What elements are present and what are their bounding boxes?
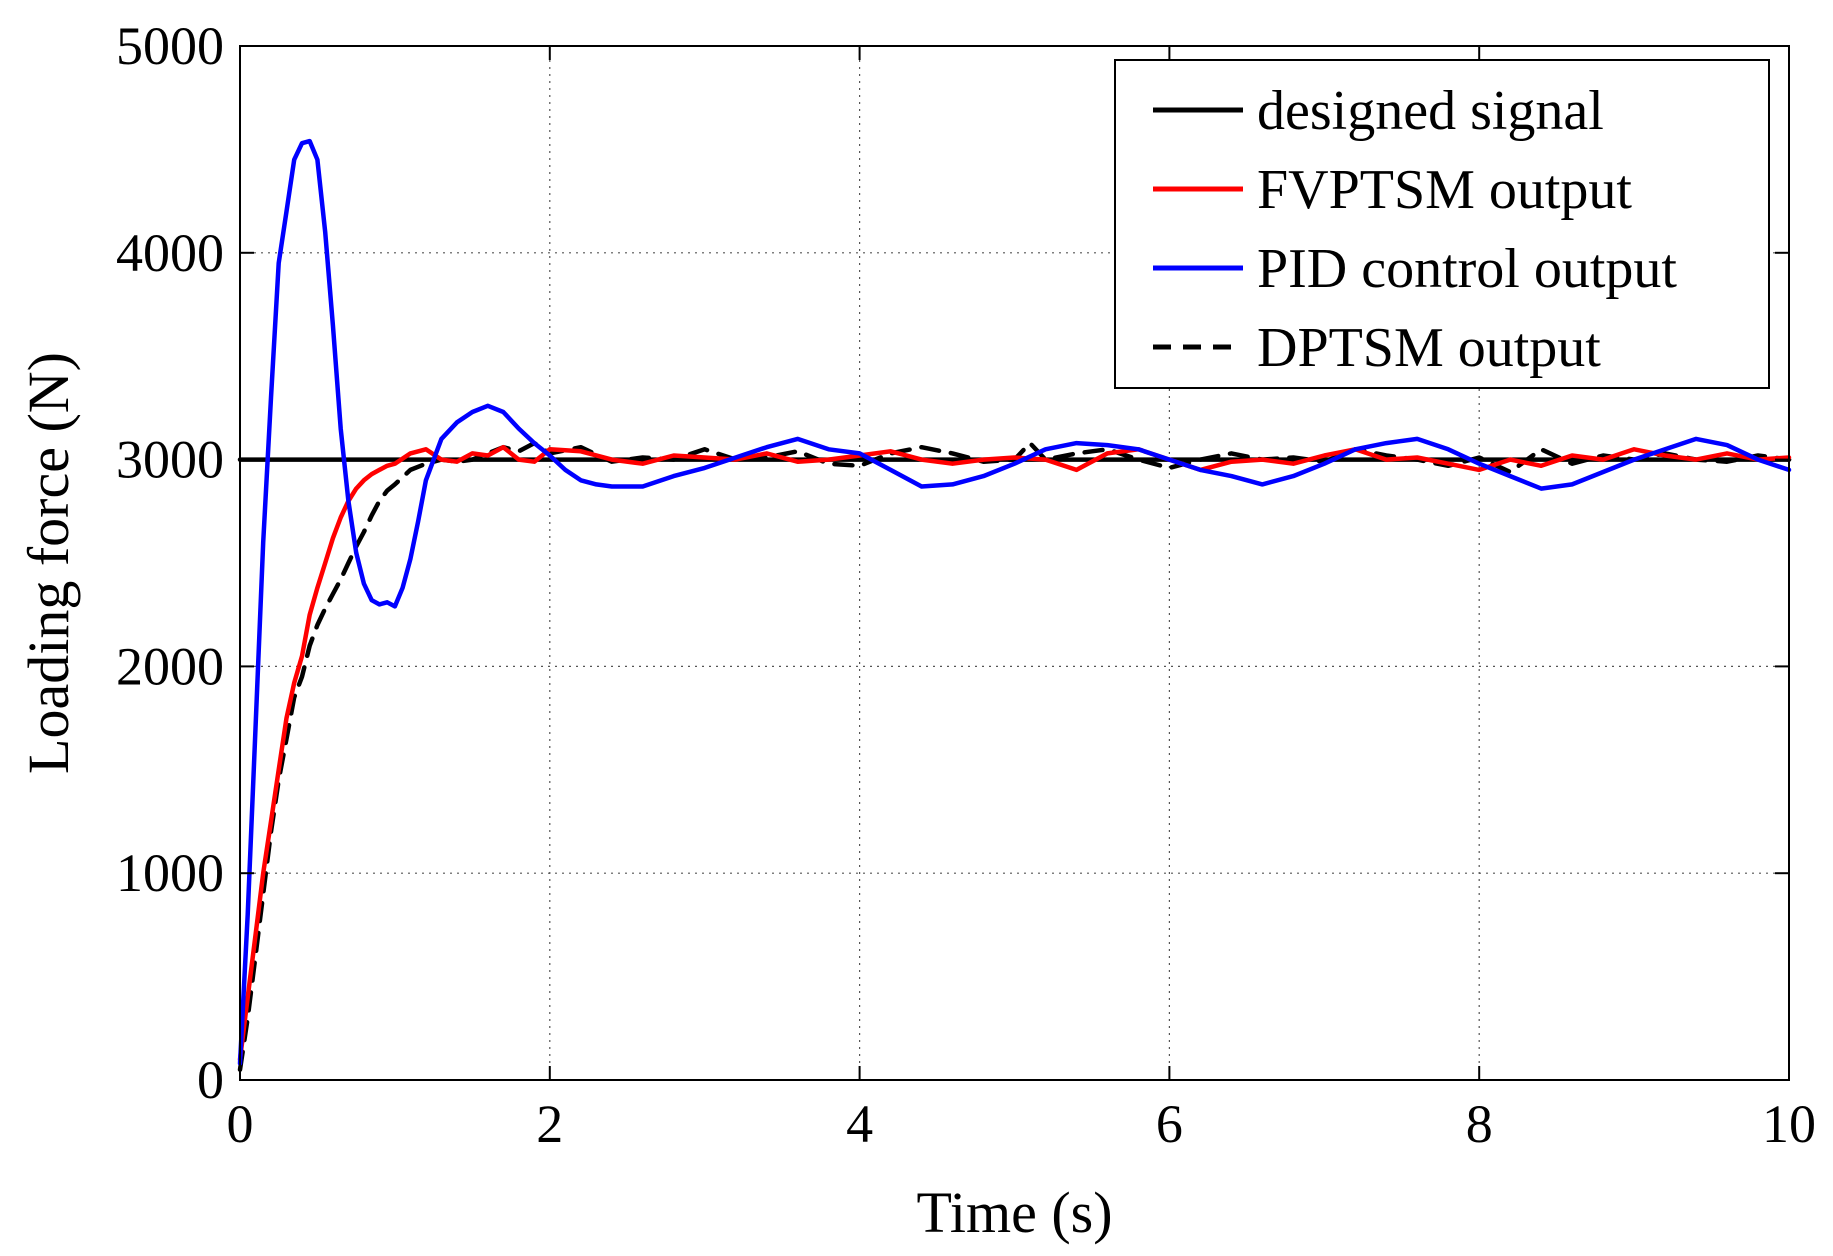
plot-frame: [239, 45, 1790, 1081]
x-tick-label: 0: [227, 1094, 254, 1154]
legend: designed signal FVPTSM output PID control …: [1114, 59, 1770, 389]
x-axis-label: Time (s): [916, 1180, 1112, 1245]
legend-box: [1114, 59, 1770, 389]
legend-label-3: PID control output: [1257, 238, 1677, 300]
y-tick-label: 5000: [116, 16, 224, 76]
series-line-3: [237, 138, 1792, 1066]
series-layer: [237, 138, 1792, 1072]
axis-ticks: 0 2 4 6 8 10 0 1000 2000 3000 4000 5000: [116, 16, 1816, 1154]
x-tick-label: 4: [846, 1094, 873, 1154]
legend-label-2: FVPTSM output: [1257, 159, 1632, 221]
x-tick-label: 6: [1156, 1094, 1183, 1154]
y-axis-label: Loading force (N): [16, 352, 81, 774]
x-tick-label: 8: [1466, 1094, 1493, 1154]
y-tick-label: 1000: [116, 843, 224, 903]
y-tick-label: 4000: [116, 223, 224, 283]
y-tick-label: 2000: [116, 636, 224, 696]
legend-label-1: designed signal: [1257, 80, 1604, 142]
x-tick-label: 2: [536, 1094, 563, 1154]
series-line-2: [237, 444, 1792, 1062]
y-tick-label: 3000: [116, 430, 224, 490]
grid: [240, 46, 1789, 1080]
x-tick-label: 10: [1762, 1094, 1816, 1154]
legend-label-4: DPTSM output: [1257, 317, 1601, 379]
y-tick-label: 0: [197, 1050, 224, 1110]
